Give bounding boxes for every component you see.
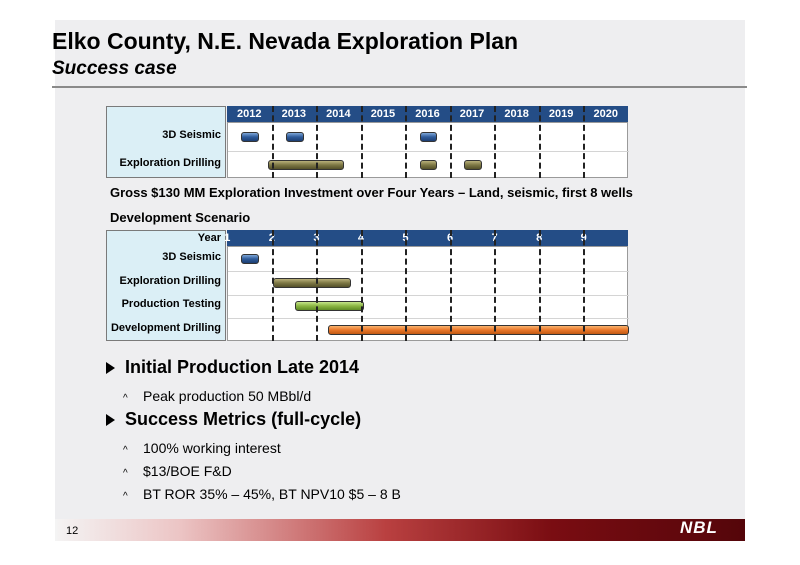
column-dashed-divider [316, 106, 319, 178]
triangle-bullet-icon [106, 414, 115, 427]
column-dashed-divider [583, 106, 586, 178]
sub-bullet: ^ Peak production 50 MBbl/d [123, 388, 311, 404]
sub-bullet-text: Peak production 50 MBbl/d [143, 388, 312, 404]
gantt-bar [464, 160, 482, 170]
column-dashed-divider [494, 106, 497, 178]
column-dashed-divider [583, 230, 586, 341]
sub-bullet: ^ 100% working interest [123, 440, 281, 456]
column-header-label: 2019 [548, 108, 574, 120]
row-label: 3D Seismic [162, 129, 221, 141]
column-dashed-divider [316, 230, 319, 341]
column-dashed-divider [405, 106, 408, 178]
investment-text: Gross $130 MM Exploration Investment ove… [110, 185, 633, 200]
column-dashed-divider [271, 106, 274, 178]
gantt-bar [268, 160, 344, 170]
gantt-bar [285, 132, 304, 142]
gantt-bar [294, 301, 364, 312]
column-dashed-divider [360, 106, 363, 178]
gantt-plot-area [227, 122, 629, 178]
nbl-logo: NBL [680, 518, 718, 537]
bullet-text: Success Metrics (full-cycle) [125, 409, 362, 429]
caret-bullet-icon: ^ [123, 491, 128, 502]
title-divider [52, 86, 747, 88]
column-header-label: 2012 [237, 108, 262, 120]
page-number: 12 [66, 525, 79, 537]
column-header-label: 2014 [326, 108, 351, 120]
column-header-label: 2015 [370, 108, 396, 120]
sub-bullet-text: $13/BOE F&D [143, 463, 232, 479]
row-label: Exploration Drilling [119, 274, 221, 287]
caret-bullet-icon: ^ [123, 468, 128, 479]
column-dashed-divider [271, 230, 274, 341]
row-label-column [106, 230, 226, 341]
gantt-bar [241, 253, 260, 264]
gantt-chart-calendar: 2012 2013 2014 2015 2016 2017 2018 2019 2020 3D S… [106, 106, 629, 178]
bullet-text: Initial Production Late 2014 [125, 357, 360, 377]
page-title: Elko County, N.E. Nevada Exploration Pla… [52, 28, 519, 54]
column-header-label: 2018 [504, 108, 529, 120]
column-header-label: 2013 [281, 108, 307, 120]
column-dashed-divider [538, 106, 541, 178]
row-gridline [228, 151, 629, 152]
page-subtitle: Success case [52, 58, 177, 79]
gantt-bar [241, 132, 260, 142]
gantt-bar [272, 277, 351, 288]
sub-bullet: ^ BT ROR 35% – 45%, BT NPV10 $5 – 8 B [123, 486, 401, 502]
bullet-initial-production: Initial Production Late 2014 [106, 357, 359, 378]
caret-bullet-icon: ^ [123, 445, 128, 456]
footer-bar [55, 519, 745, 541]
column-dashed-divider [405, 230, 408, 341]
row-label: Production Testing [121, 298, 221, 311]
column-dashed-divider [449, 230, 452, 341]
column-dashed-divider [449, 106, 452, 178]
gantt-header: 2012 2013 2014 2015 2016 2017 2018 2019 2020 [227, 106, 628, 122]
gantt-chart-development: 1 2 3 4 5 6 7 8 9 Year 3D Seismic Exploration Drill… [106, 230, 629, 341]
row-label: Exploration Drilling [119, 157, 221, 169]
gantt-bar [328, 325, 629, 336]
triangle-bullet-icon [106, 362, 115, 375]
development-scenario-heading: Development Scenario [110, 210, 251, 225]
sub-bullet-text: 100% working interest [143, 440, 281, 456]
row-gridline [228, 270, 629, 272]
row-label: Development Drilling [110, 322, 221, 335]
sub-bullet-text: BT ROR 35% – 45%, BT NPV10 $5 – 8 B [143, 486, 401, 502]
column-dashed-divider [538, 230, 541, 341]
bullet-success-metrics: Success Metrics (full-cycle) [106, 409, 361, 430]
column-header-label: 1 [224, 232, 231, 244]
gantt-bar [419, 160, 438, 170]
row-gridline [228, 318, 629, 320]
year-header-label: Year [197, 232, 221, 244]
column-header-label: 2020 [593, 108, 618, 120]
column-header-label: 2017 [459, 108, 485, 120]
column-dashed-divider [494, 230, 497, 341]
column-header-label: 2016 [415, 108, 440, 120]
gantt-bar [419, 132, 438, 142]
row-gridline [228, 294, 629, 296]
row-label-column [106, 106, 226, 178]
row-label: 3D Seismic [162, 250, 221, 263]
caret-bullet-icon: ^ [123, 393, 128, 404]
sub-bullet: ^ $13/BOE F&D [123, 463, 232, 479]
gantt-plot-area [227, 246, 629, 341]
column-dashed-divider [360, 230, 363, 341]
